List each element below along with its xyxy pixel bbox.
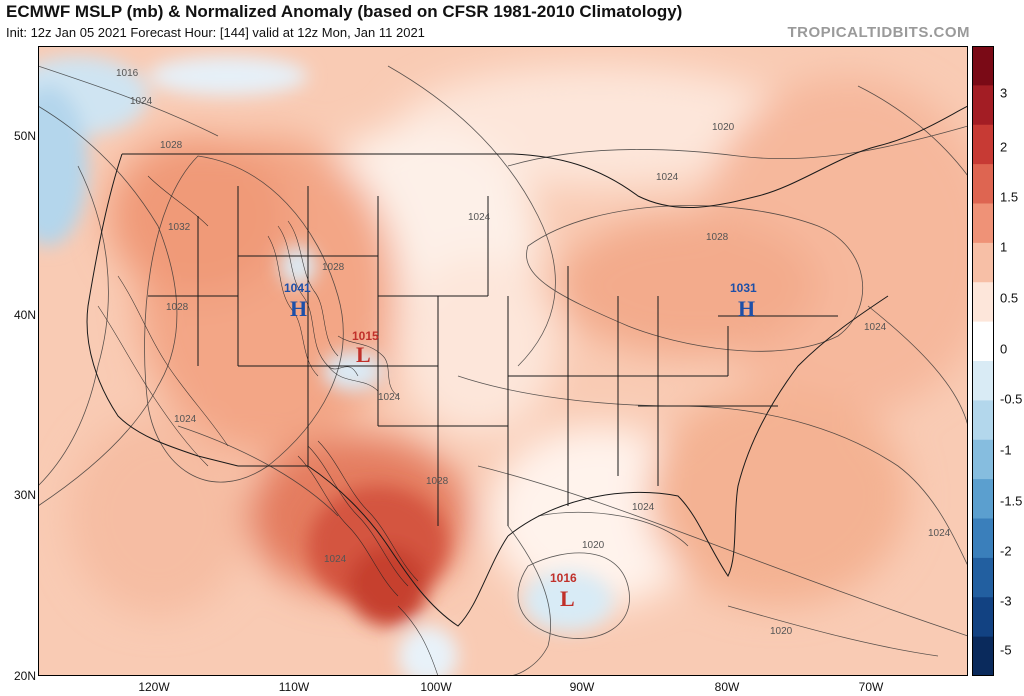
longitude-label: 80W	[714, 680, 740, 694]
chart-subtitle: Init: 12z Jan 05 2021 Forecast Hour: [14…	[6, 25, 425, 40]
high-pressure-marker: H	[738, 296, 755, 321]
high-pressure-marker: H	[290, 296, 307, 321]
colorbar-swatch	[972, 439, 994, 480]
isobar-label: 1024	[864, 322, 887, 333]
latitude-label: 30N	[13, 488, 36, 502]
isobar-label: 1028	[160, 140, 183, 151]
colorbar-swatch	[972, 124, 994, 165]
isobar-label: 1028	[706, 232, 729, 243]
colorbar-swatch	[972, 203, 994, 244]
colorbar-label: 0	[1000, 341, 1008, 357]
longitude-label: 90W	[569, 680, 595, 694]
isobar-label: 1024	[928, 528, 951, 539]
colorbar-label: -0.5	[1000, 391, 1023, 407]
colorbar-swatch	[972, 282, 994, 323]
system-pressure-value: 1016	[550, 571, 577, 585]
latitude-label: 50N	[13, 129, 36, 143]
pressure-system-high-east: 1031 H	[730, 281, 757, 321]
isobar-label: 1028	[322, 262, 345, 273]
longitude-label: 100W	[420, 680, 452, 694]
colorbar-label: 1.5	[1000, 189, 1019, 205]
colorbar-label: -1	[1000, 442, 1012, 458]
isobar-label: 1020	[712, 122, 735, 133]
longitude-label: 70W	[858, 680, 884, 694]
isobar-label: 1024	[378, 392, 401, 403]
colorbar-swatch	[972, 242, 994, 283]
isobar-label: 1028	[166, 302, 189, 313]
anomaly-shading	[38, 46, 968, 676]
colorbar-swatch	[972, 518, 994, 559]
colorbar-swatch	[972, 361, 994, 401]
colorbar-swatch	[972, 400, 994, 441]
colorbar-label: -1.5	[1000, 493, 1023, 509]
isobar-label: 1028	[426, 476, 449, 487]
isobar-label: 1020	[770, 626, 793, 637]
isobar-label: 1024	[468, 212, 491, 223]
brand-watermark: TROPICALTIDBITS.COM	[787, 24, 970, 41]
terrain-contours	[97, 175, 439, 676]
isobar-label: 1024	[632, 502, 655, 513]
pressure-system-low-southwest: 1015 L	[352, 329, 379, 367]
latitude-label: 40N	[13, 308, 36, 322]
low-pressure-marker: L	[356, 342, 371, 367]
isobar-label: 1020	[582, 540, 605, 551]
pressure-system-low-gulf: 1016 L	[550, 571, 577, 611]
colorbar-label: -5	[1000, 642, 1012, 658]
isobar-label: 1024	[324, 554, 347, 565]
system-pressure-value: 1015	[352, 329, 379, 343]
pressure-anomaly-map: 1016 1024 1028 1032 1028 1024 1028 1024 …	[38, 46, 968, 676]
pressure-system-high-west: 1041 H	[284, 281, 311, 321]
isobar-label: 1032	[168, 222, 191, 233]
system-pressure-value: 1041	[284, 281, 311, 295]
isobar-label: 1016	[116, 68, 139, 79]
state-borders	[86, 105, 968, 627]
isobar-label: 1024	[656, 172, 679, 183]
colorbar-swatch	[972, 46, 994, 86]
longitude-label: 120W	[138, 680, 170, 694]
isobar-value-labels: 1016 1024 1028 1032 1028 1024 1028 1024 …	[116, 68, 951, 637]
colorbar-label: -2	[1000, 543, 1012, 559]
isobar-label: 1024	[174, 414, 197, 425]
map-frame	[38, 46, 968, 676]
low-pressure-marker: L	[560, 586, 575, 611]
colorbar-label: 2	[1000, 139, 1008, 155]
system-pressure-value: 1031	[730, 281, 757, 295]
colorbar-label: 3	[1000, 85, 1008, 101]
colorbar-swatch	[972, 636, 994, 676]
anomaly-colorbar	[972, 46, 994, 676]
colorbar-label: -3	[1000, 593, 1012, 609]
colorbar-label: 0.5	[1000, 290, 1019, 306]
isobar-contours	[38, 65, 968, 676]
colorbar-swatch	[972, 164, 994, 205]
colorbar-swatch	[972, 597, 994, 638]
chart-title: ECMWF MSLP (mb) & Normalized Anomaly (ba…	[6, 2, 683, 21]
isobar-label: 1024	[130, 96, 153, 107]
colorbar-swatch	[972, 85, 994, 126]
colorbar-swatch	[972, 321, 994, 362]
colorbar-label: 1	[1000, 239, 1008, 255]
colorbar-swatch	[972, 479, 994, 520]
colorbar-swatch	[972, 557, 994, 598]
longitude-label: 110W	[278, 680, 310, 694]
latitude-label: 20N	[13, 669, 36, 683]
